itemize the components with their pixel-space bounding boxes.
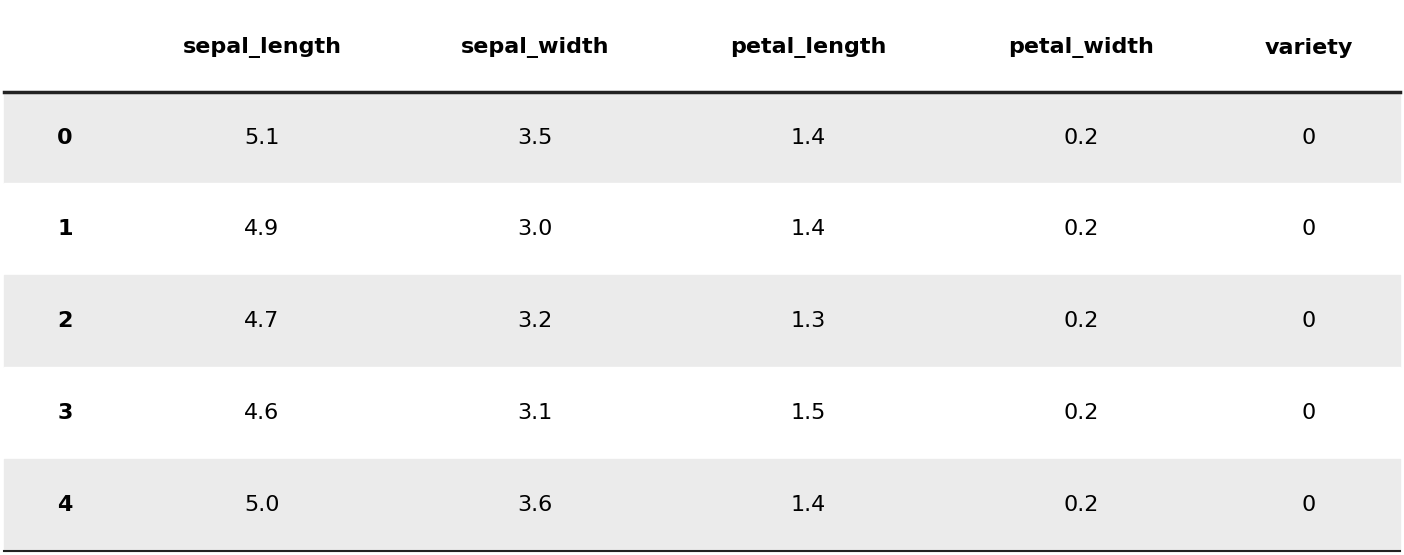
Text: 0.2: 0.2 [1064,128,1099,148]
Text: petal_length: petal_length [730,37,886,58]
Text: 1.5: 1.5 [790,403,826,423]
Bar [4,92,1400,184]
Text: 5.0: 5.0 [244,495,279,515]
Text: 0: 0 [1302,311,1316,331]
Text: 0.2: 0.2 [1064,219,1099,239]
Text: 3: 3 [58,403,73,423]
Text: sepal_width: sepal_width [461,37,609,58]
Text: 1: 1 [58,219,73,239]
Bar [4,367,1400,459]
Text: 0.2: 0.2 [1064,403,1099,423]
Text: 4.9: 4.9 [244,219,279,239]
Text: 4: 4 [58,495,73,515]
Text: 3.0: 3.0 [518,219,553,239]
Bar [4,184,1400,275]
Text: 4.6: 4.6 [244,403,279,423]
Text: sepal_length: sepal_length [183,37,341,58]
Bar [4,4,1400,92]
Text: 1.4: 1.4 [790,495,826,515]
Text: 0: 0 [58,128,73,148]
Text: 0: 0 [1302,495,1316,515]
Text: 1.4: 1.4 [790,128,826,148]
Text: 0: 0 [1302,403,1316,423]
Text: 3.1: 3.1 [518,403,553,423]
Text: 0: 0 [1302,219,1316,239]
Text: 5.1: 5.1 [244,128,279,148]
Text: variety: variety [1265,38,1353,58]
Text: petal_width: petal_width [1008,37,1154,58]
Text: 1.3: 1.3 [790,311,826,331]
Bar [4,459,1400,551]
Bar [4,275,1400,367]
Text: 3.5: 3.5 [518,128,553,148]
Text: 0: 0 [1302,128,1316,148]
Text: 1.4: 1.4 [790,219,826,239]
Text: 3.2: 3.2 [518,311,553,331]
Text: 0.2: 0.2 [1064,311,1099,331]
Text: 0.2: 0.2 [1064,495,1099,515]
Text: 3.6: 3.6 [518,495,553,515]
Text: 2: 2 [58,311,73,331]
Text: 4.7: 4.7 [244,311,279,331]
